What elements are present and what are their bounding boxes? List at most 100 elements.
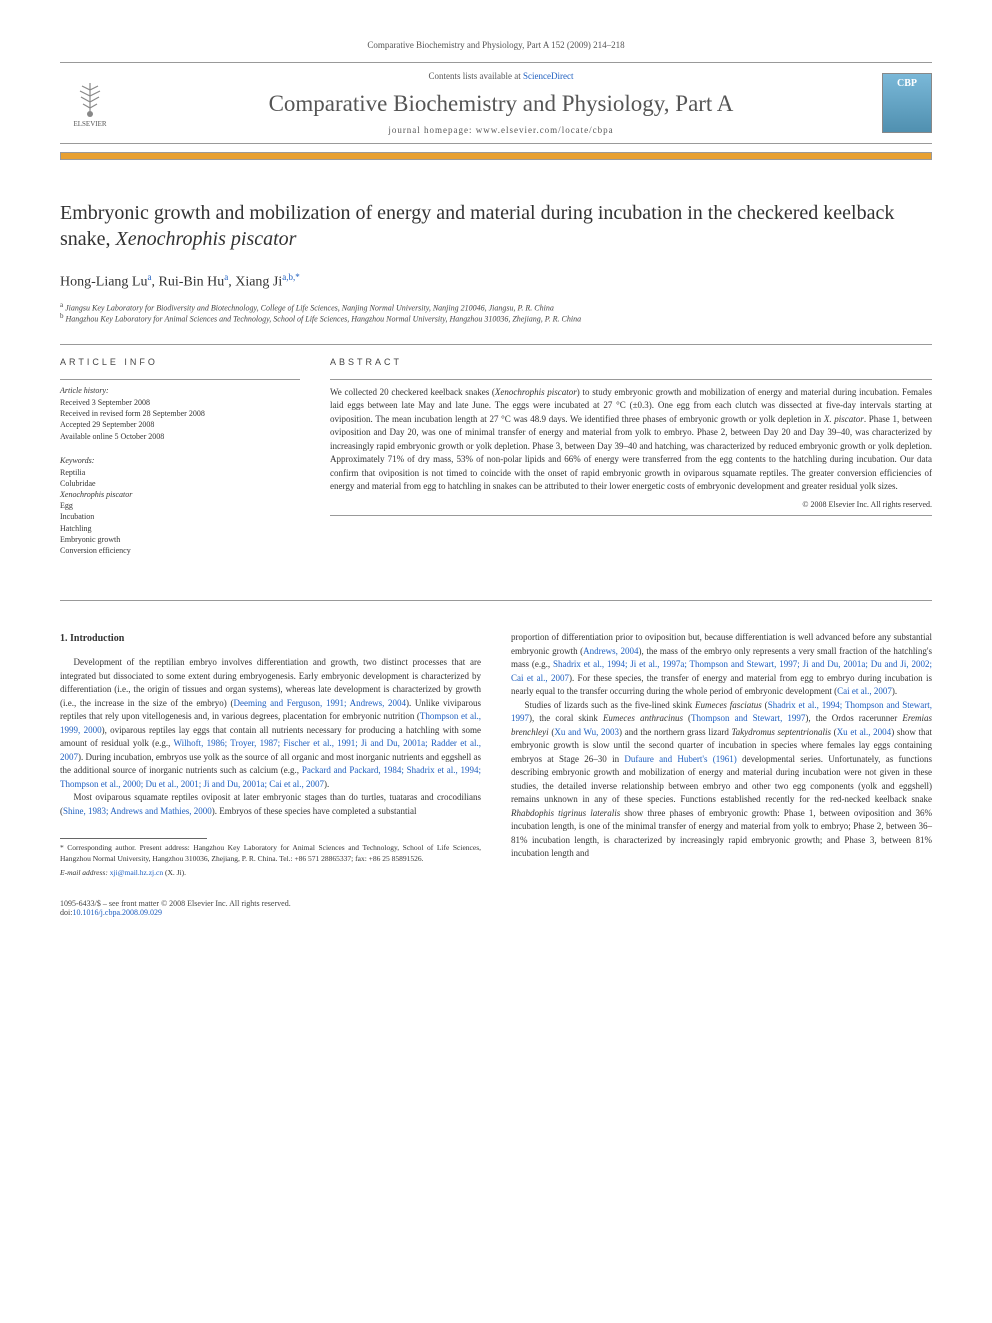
c2p2sp2: Eumeces anthracinus <box>603 713 683 723</box>
p1e: ). <box>324 779 329 789</box>
kw-3: Egg <box>60 500 300 511</box>
journal-citation: Comparative Biochemistry and Physiology,… <box>60 40 932 50</box>
email-label: E-mail address: <box>60 868 108 877</box>
kw-5: Hatchling <box>60 523 300 534</box>
kw-1: Colubridae <box>60 478 300 489</box>
keywords-label: Keywords: <box>60 456 300 465</box>
col2-p1: proportion of differentiation prior to o… <box>511 631 932 699</box>
c2p2c: ), the coral skink <box>529 713 603 723</box>
copyright: © 2008 Elsevier Inc. All rights reserved… <box>330 500 932 509</box>
abstract-text: We collected 20 checkered keelback snake… <box>330 386 932 494</box>
journal-title: Comparative Biochemistry and Physiology,… <box>120 91 882 117</box>
doi-prefix: doi: <box>60 908 72 917</box>
article-title: Embryonic growth and mobilization of ene… <box>60 200 932 252</box>
doi-line: doi:10.1016/j.cbpa.2008.09.029 <box>60 908 932 917</box>
c2p1-ref3[interactable]: Cai et al., 2007 <box>837 686 892 696</box>
body-col-left: 1. Introduction Development of the repti… <box>60 631 481 879</box>
author-3: Xiang Ji <box>235 275 282 290</box>
aff-a-text: Jiangsu Key Laboratory for Biodiversity … <box>65 303 554 312</box>
elsevier-tree-icon <box>70 78 110 118</box>
abs-t1: We collected 20 checkered keelback snake… <box>330 387 495 397</box>
c2p2-ref5[interactable]: Dufaure and Hubert's (1961) <box>624 754 736 764</box>
corr-footnote: * Corresponding author. Present address:… <box>60 843 481 864</box>
history-label: Article history: <box>60 386 300 395</box>
authors-line: Hong-Liang Lua, Rui-Bin Hua, Xiang Jia,b… <box>60 272 932 291</box>
doi-link[interactable]: 10.1016/j.cbpa.2008.09.029 <box>72 908 162 917</box>
footer: 1095-6433/$ – see front matter © 2008 El… <box>60 899 932 917</box>
author-1-sup: a <box>147 272 151 282</box>
keywords-block: Keywords: Reptilia Colubridae Xenochroph… <box>60 456 300 557</box>
body-col-right: proportion of differentiation prior to o… <box>511 631 932 879</box>
footnote-divider <box>60 838 207 839</box>
author-3-sup: a,b,* <box>282 272 300 282</box>
email-footnote: E-mail address: xji@mail.hz.zj.cn (X. Ji… <box>60 868 481 879</box>
history-block: Article history: Received 3 September 20… <box>60 386 300 442</box>
affiliation-a: a Jiangsu Key Laboratory for Biodiversit… <box>60 301 932 313</box>
c2p2a: Studies of lizards such as the five-line… <box>525 700 695 710</box>
p2b: ). Embryos of these species have complet… <box>212 806 417 816</box>
contents-line: Contents lists available at ScienceDirec… <box>120 71 882 81</box>
aff-b-sup: b <box>60 312 64 320</box>
abstract-heading: ABSTRACT <box>330 357 932 367</box>
abs-sp1: Xenochrophis piscator <box>495 387 577 397</box>
intro-p2: Most oviparous squamate reptiles oviposi… <box>60 791 481 818</box>
article-info: ARTICLE INFO Article history: Received 3… <box>60 357 300 570</box>
author-1: Hong-Liang Lu <box>60 275 147 290</box>
title-species: Xenochrophis piscator <box>116 228 297 250</box>
kw-4: Incubation <box>60 511 300 522</box>
kw-2: Xenochrophis piscator <box>60 489 300 500</box>
p1-ref1[interactable]: Deeming and Ferguson, 1991; Andrews, 200… <box>233 698 406 708</box>
c2p1d: ). <box>892 686 897 696</box>
abs-t3: . Phase 1, between oviposition and Day 2… <box>330 414 932 492</box>
contents-prefix: Contents lists available at <box>429 71 523 81</box>
online: Available online 5 October 2008 <box>60 431 300 442</box>
header-center: Contents lists available at ScienceDirec… <box>120 71 882 135</box>
divider <box>60 344 932 345</box>
abstract-col: ABSTRACT We collected 20 checkered keelb… <box>330 357 932 570</box>
p2-ref1[interactable]: Shine, 1983; Andrews and Mathies, 2000 <box>63 806 212 816</box>
author-2-sup: a <box>224 272 228 282</box>
sciencedirect-link[interactable]: ScienceDirect <box>523 71 573 81</box>
kw-6: Embryonic growth <box>60 534 300 545</box>
info-heading: ARTICLE INFO <box>60 357 300 367</box>
c2p2sp1: Eumeces fasciatus <box>695 700 762 710</box>
author-2: Rui-Bin Hu <box>158 275 224 290</box>
c2p2sp5: Rhabdophis tigrinus lateralis <box>511 808 620 818</box>
abstract-divider-2 <box>330 515 932 516</box>
email-sfx: (X. Ji). <box>163 868 186 877</box>
header-box: ELSEVIER Contents lists available at Sci… <box>60 62 932 144</box>
body-columns: 1. Introduction Development of the repti… <box>60 631 932 879</box>
abstract-divider <box>330 379 932 380</box>
abs-sp2: X. piscator <box>824 414 864 424</box>
c2p2g: ) and the northern grass lizard <box>619 727 731 737</box>
intro-p1: Development of the reptilian embryo invo… <box>60 656 481 791</box>
orange-bar <box>60 152 932 160</box>
accepted: Accepted 29 September 2008 <box>60 419 300 430</box>
aff-b-text: Hangzhou Key Laboratory for Animal Scien… <box>66 315 582 324</box>
cbp-cover-icon: CBP <box>882 73 932 133</box>
intro-heading: 1. Introduction <box>60 631 481 646</box>
affiliation-b: b Hangzhou Key Laboratory for Animal Sci… <box>60 312 932 324</box>
journal-homepage[interactable]: journal homepage: www.elsevier.com/locat… <box>120 125 882 135</box>
kw-7: Conversion efficiency <box>60 545 300 556</box>
c2p2-ref4[interactable]: Xu et al., 2004 <box>837 727 892 737</box>
revised: Received in revised form 28 September 20… <box>60 408 300 419</box>
received: Received 3 September 2008 <box>60 397 300 408</box>
kw-0: Reptilia <box>60 467 300 478</box>
c2p2sp4: Takydromus septentrionalis <box>732 727 832 737</box>
c2p2-ref2[interactable]: Thompson and Stewart, 1997 <box>691 713 805 723</box>
email-link[interactable]: xji@mail.hz.zj.cn <box>110 868 163 877</box>
c2p1-ref1[interactable]: Andrews, 2004 <box>583 646 638 656</box>
aff-a-sup: a <box>60 301 63 309</box>
c2p2-ref3[interactable]: Xu and Wu, 2003 <box>554 727 619 737</box>
elsevier-label: ELSEVIER <box>73 120 106 128</box>
col2-p2: Studies of lizards such as the five-line… <box>511 699 932 861</box>
issn-line: 1095-6433/$ – see front matter © 2008 El… <box>60 899 932 908</box>
info-abstract-row: ARTICLE INFO Article history: Received 3… <box>60 357 932 570</box>
c2p2e: ), the Ordos racerunner <box>805 713 902 723</box>
body-divider <box>60 600 932 601</box>
c2p2d: ( <box>683 713 691 723</box>
elsevier-logo: ELSEVIER <box>60 73 120 133</box>
info-divider-1 <box>60 379 300 380</box>
affiliations: a Jiangsu Key Laboratory for Biodiversit… <box>60 301 932 324</box>
